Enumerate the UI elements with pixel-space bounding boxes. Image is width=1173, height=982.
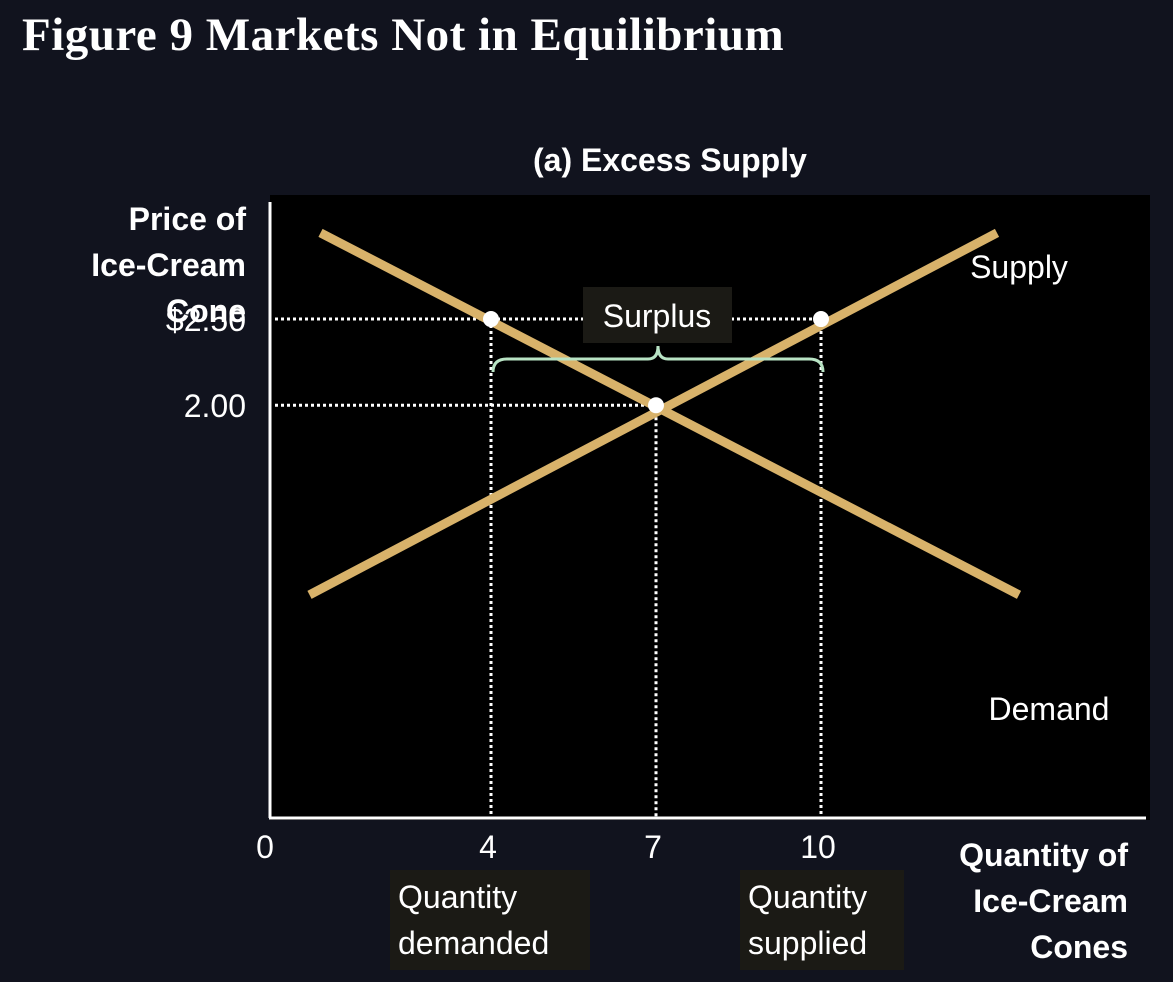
data-point: [483, 311, 499, 328]
x-axis-label-line: Cones: [1030, 929, 1128, 965]
y-tick-label: 2.00: [184, 388, 246, 424]
y-tick-label: $2.50: [166, 302, 246, 338]
data-point: [648, 397, 664, 414]
quantity-demanded-line: Quantity: [398, 879, 518, 915]
x-axis-label-line: Quantity of: [959, 837, 1128, 873]
y-axis-label-line: Ice-Cream: [91, 247, 246, 283]
supply-label: Supply: [970, 249, 1068, 285]
x-axis-label: Quantity of Ice-Cream Cones: [900, 832, 1128, 970]
x-tick-label: 0: [256, 829, 274, 865]
quantity-demanded-line: demanded: [398, 925, 550, 961]
y-axis-label: Price of Ice-Cream Cone: [40, 196, 246, 334]
supply-curve: [307, 228, 1000, 599]
y-axis-label-line: Cone: [166, 293, 246, 329]
x-tick-label: 4: [479, 829, 497, 865]
quantity-supplied-label: Quantity supplied: [740, 870, 904, 970]
data-point: [813, 311, 829, 328]
surplus-label: Surplus: [603, 298, 712, 334]
y-axis-label-line: Price of: [128, 201, 246, 237]
quantity-supplied-line: supplied: [748, 925, 868, 961]
demand-label: Demand: [989, 691, 1110, 727]
demand-curve: [318, 228, 1022, 599]
chart-title: (a) Excess Supply: [533, 142, 807, 178]
x-tick-label: 10: [800, 829, 836, 865]
figure-title: Figure 9 Markets Not in Equilibrium: [22, 9, 785, 61]
quantity-supplied-line: Quantity: [748, 879, 868, 915]
surplus-label-box: [583, 287, 732, 343]
surplus-brace: [491, 345, 825, 373]
x-tick-label: 7: [644, 829, 662, 865]
x-axis-label-line: Ice-Cream: [973, 883, 1128, 919]
quantity-demanded-label: Quantity demanded: [390, 870, 590, 970]
